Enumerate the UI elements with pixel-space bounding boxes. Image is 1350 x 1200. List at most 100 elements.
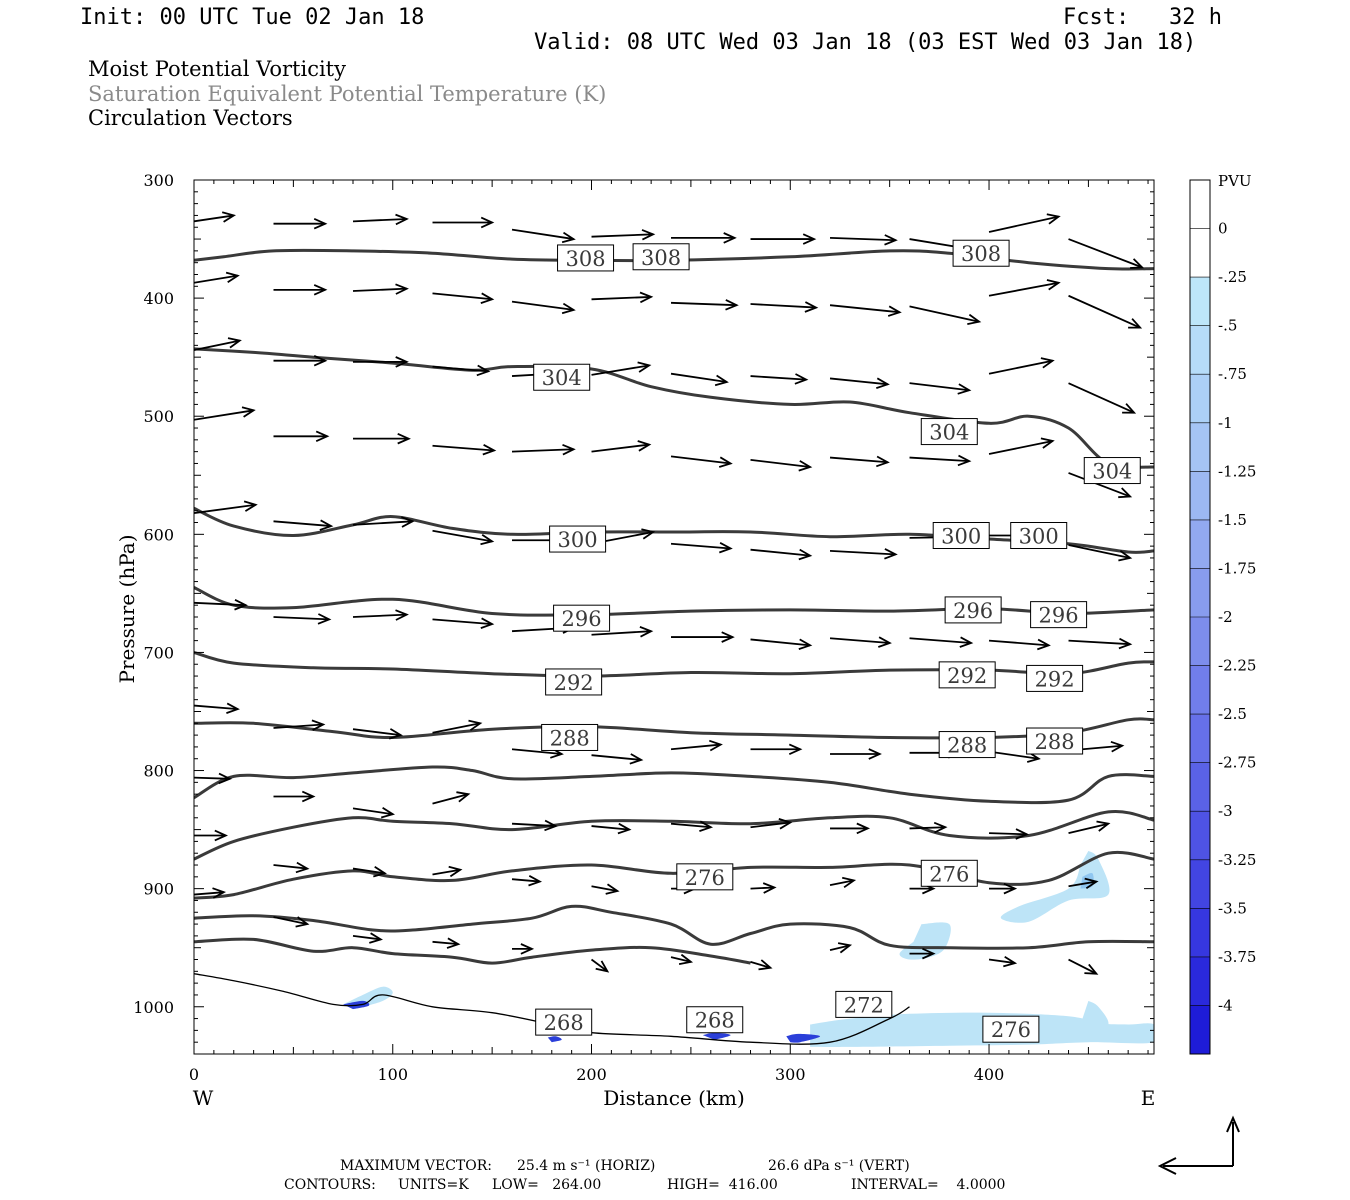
theta-contour-300 [194,506,1154,554]
circulation-vector [432,216,495,229]
svg-text:288: 288 [1035,730,1075,754]
circulation-vector [909,382,972,395]
circulation-vector [273,790,316,803]
circulation-vector [591,753,644,765]
legend-swatch [1190,859,1210,909]
circulation-vector [273,916,310,928]
mpv-shading-dark [702,1032,731,1040]
circulation-vector [909,454,972,467]
title-vectors: Circulation Vectors [88,106,293,130]
svg-text:276: 276 [991,1018,1031,1042]
circulation-vector [1068,294,1143,329]
contour-label: 292 [938,661,996,689]
circulation-vector [432,937,461,949]
circulation-vector [591,822,632,835]
circulation-vector [670,953,694,965]
circulation-vector [352,283,409,295]
circulation-vector [909,821,948,834]
legend-swatch [1190,665,1210,715]
legend-label: -3.25 [1218,851,1256,869]
contour-label: 308 [557,244,615,272]
circulation-vector [829,942,853,954]
circulation-vector [352,728,403,740]
forecast-hour: Fcst: 32 h [1063,5,1222,30]
circulation-vector [750,301,819,313]
svg-text:272: 272 [844,993,884,1017]
legend-swatch [1190,568,1210,617]
circulation-vector [352,807,395,819]
svg-text:304: 304 [929,421,969,445]
circulation-vector [432,444,497,456]
legend-swatch [1190,811,1210,860]
contours-high: HIGH= 416.00 [667,1177,778,1193]
contour-label: 296 [553,604,611,632]
circulation-vector [512,943,535,955]
svg-text:296: 296 [562,607,602,631]
circulation-vector [511,443,576,456]
circulation-vector [511,300,576,315]
legend-label: -3 [1218,802,1233,820]
legend-unit: PVU [1218,172,1252,190]
theta-contour-280 [194,809,1154,861]
svg-text:296: 296 [1039,604,1079,628]
theta-contour-276 [194,850,1154,900]
svg-text:276: 276 [685,866,725,890]
legend-swatch [1190,422,1210,472]
max-vector-label: MAXIMUM VECTOR: [340,1158,492,1174]
circulation-vector [194,887,227,899]
theta-contour-292 [194,650,1154,678]
circulation-vector [988,955,1018,968]
circulation-vector [591,291,654,304]
valid-time: Valid: 08 UTC Wed 03 Jan 18 (03 EST Wed … [534,30,1197,55]
east-label: E [1141,1086,1156,1110]
circulation-vector [432,617,495,629]
legend-swatch [1190,471,1210,520]
circulation-vector [670,542,733,554]
circulation-vector [194,500,258,514]
title-theta: Saturation Equivalent Potential Temperat… [88,82,607,106]
circulation-vector [829,876,857,889]
theta-contour-264 [194,973,910,1045]
init-time: Init: 00 UTC Tue 02 Jan 18 [80,5,425,30]
legend-label: -1.75 [1218,559,1256,577]
legend-swatch [1190,956,1210,1006]
svg-text:292: 292 [554,671,594,695]
y-tick-label: 400 [143,289,174,308]
contour-label: 300 [1010,522,1068,550]
circulation-vector [750,818,793,830]
y-tick-label: 300 [143,171,174,190]
svg-text:276: 276 [929,862,969,886]
mpv-shading-light [1000,850,1110,923]
y-tick-label: 700 [143,643,174,662]
circulation-vector [511,875,543,887]
svg-text:292: 292 [947,664,987,688]
legend-swatch [1190,714,1210,763]
y-tick-label: 600 [143,525,174,544]
legend-label: -4 [1218,996,1233,1014]
contour-label: 288 [938,731,996,759]
contour-label: 268 [686,1006,744,1034]
contour-label: 296 [944,596,1002,624]
mpv-shading-light [810,1012,1154,1047]
legend-swatch [1190,617,1210,666]
circulation-vector [194,598,248,611]
legend-label: -3.75 [1218,948,1256,966]
circulation-vector [670,739,723,752]
theta-contour-296 [194,586,1154,617]
mpv-shading-dark [786,1033,821,1043]
reference-vector [1157,1115,1240,1175]
contour-label: 300 [932,522,990,550]
svg-text:308: 308 [566,247,606,271]
circulation-vector [1068,382,1137,414]
legend-label: -2.5 [1218,705,1247,723]
x-tick-label: 300 [775,1065,806,1084]
legend-label: -3.5 [1218,899,1247,917]
circulation-vector [988,279,1061,297]
contour-label: 292 [1026,664,1084,692]
max-vector-horiz: 25.4 m s⁻¹ (HORIZ) [517,1158,656,1174]
circulation-vector [432,292,495,304]
theta-contour-268 [194,937,751,965]
svg-text:288: 288 [550,726,590,750]
circulation-vector [988,213,1061,233]
theta-contour-272 [194,904,1154,950]
